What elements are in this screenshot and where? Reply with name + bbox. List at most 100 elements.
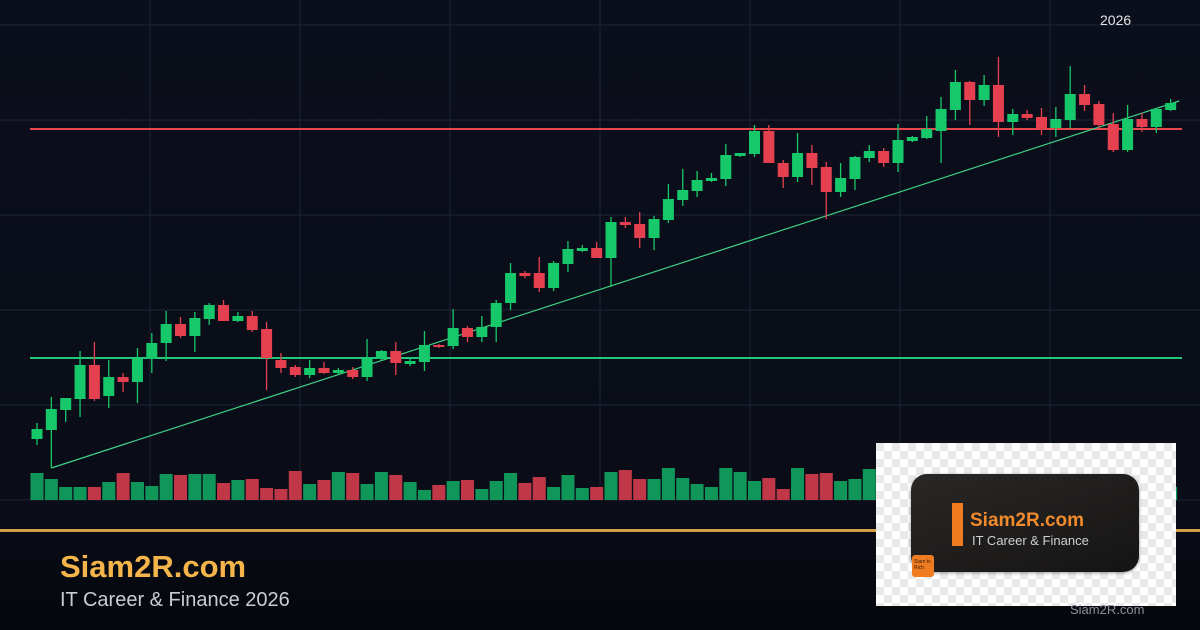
candle-body-up	[677, 190, 689, 200]
candle-body-up	[447, 328, 459, 346]
candle-body-down	[777, 163, 789, 177]
volume-bar	[432, 485, 446, 500]
candle-body-up	[734, 153, 746, 156]
candle-body-down	[1107, 124, 1119, 150]
volume-bar	[446, 481, 460, 500]
volume-bar	[374, 472, 388, 500]
candle-body-up	[576, 248, 588, 251]
candle-body-up	[1165, 103, 1177, 110]
candle-body-up	[1064, 94, 1076, 120]
logo-name: Siam2R.com	[970, 510, 1085, 531]
volume-bar	[776, 489, 790, 500]
candle-body-up	[691, 180, 703, 191]
volume-bar	[130, 482, 144, 500]
volume-bar	[145, 486, 159, 500]
logo-card: Siam2R.com IT Career & Finance	[911, 474, 1139, 572]
candle-body-down	[318, 368, 330, 373]
candle-body-down	[619, 222, 631, 225]
candle-body-down	[289, 367, 301, 375]
candle-body-up	[418, 345, 430, 362]
level-lines	[30, 100, 1182, 469]
candle-body-up	[131, 359, 143, 382]
candle-body-up	[189, 318, 201, 336]
candle-body-down	[1036, 117, 1047, 129]
candlestick-chart	[0, 0, 1200, 501]
candle-body-up	[548, 263, 560, 288]
candle-body-up	[849, 157, 861, 179]
volume-bar	[44, 479, 58, 500]
candle-body-down	[806, 153, 818, 168]
candle-body-up	[31, 429, 43, 439]
logo-subtitle: IT Career & Finance	[972, 533, 1089, 548]
volume-bar	[604, 472, 618, 500]
candle-body-up	[949, 82, 961, 110]
volume-bar	[547, 487, 561, 500]
candle-body-up	[146, 343, 158, 359]
candle-body-up	[361, 359, 373, 377]
candle-body-up	[662, 199, 674, 220]
candle-body-down	[275, 360, 287, 368]
candle-body-up	[935, 109, 947, 131]
candles	[31, 57, 1177, 468]
candle-body-down	[347, 370, 359, 377]
volume-bar	[819, 473, 833, 500]
candle-body-up	[792, 153, 804, 177]
volume-bar	[862, 469, 876, 500]
volume-bar	[489, 481, 503, 500]
candle-body-up	[1007, 114, 1019, 122]
logo-badge: Siam to Rich	[912, 555, 934, 577]
candle-body-up	[562, 249, 574, 264]
candle-body-down	[218, 305, 230, 321]
candle-body-up	[74, 365, 86, 399]
candle-body-up	[892, 140, 904, 163]
volume-bar	[848, 479, 862, 500]
volume-bar	[174, 475, 187, 500]
candle-body-down	[433, 345, 445, 347]
candle-body-up	[476, 327, 488, 337]
volume-bar	[59, 487, 73, 500]
volume-bar	[116, 473, 130, 500]
candle-body-down	[1136, 119, 1148, 127]
candle-body-up	[749, 131, 760, 154]
volume-bar	[202, 474, 216, 500]
volume-bar	[561, 475, 575, 500]
divider	[0, 529, 1200, 532]
candle-body-up	[60, 398, 72, 410]
candle-body-down	[117, 377, 129, 382]
volume-bar	[575, 488, 589, 500]
volume-bar	[260, 488, 274, 500]
volume-bars	[30, 468, 1178, 500]
volume-bar	[618, 470, 632, 500]
volume-bar	[30, 473, 44, 500]
candle-body-down	[462, 328, 473, 337]
candle-body-up	[45, 409, 57, 430]
candle-body-down	[820, 167, 832, 192]
volume-bar	[102, 482, 116, 500]
candle-body-down	[533, 273, 545, 288]
candle-body-up	[404, 361, 416, 364]
volume-bar	[403, 482, 417, 500]
candle-body-up	[103, 377, 115, 396]
candle-body-up	[375, 351, 387, 359]
brand-title: Siam2R.com	[60, 549, 247, 584]
watermark: Siam2R.com	[1070, 602, 1145, 617]
volume-bar	[647, 479, 661, 500]
brand-tagline: IT Career & Finance 2026	[60, 589, 290, 611]
volume-bar	[719, 468, 733, 500]
candle-body-up	[863, 151, 875, 158]
candle-body-up	[906, 137, 918, 141]
candle-body-up	[1150, 109, 1162, 127]
candle-body-down	[519, 273, 531, 276]
candle-body-up	[705, 178, 717, 181]
volume-bar	[518, 483, 532, 500]
volume-bar	[762, 478, 776, 500]
candle-body-down	[878, 151, 890, 163]
x-tick-label-year: 2026	[1100, 12, 1132, 28]
volume-bar	[676, 478, 690, 500]
candle-body-down	[1093, 104, 1105, 125]
volume-bar	[704, 487, 718, 500]
volume-bar	[661, 468, 675, 500]
candle-body-down	[175, 324, 186, 336]
volume-bar	[87, 487, 101, 500]
volume-bar	[346, 473, 360, 500]
